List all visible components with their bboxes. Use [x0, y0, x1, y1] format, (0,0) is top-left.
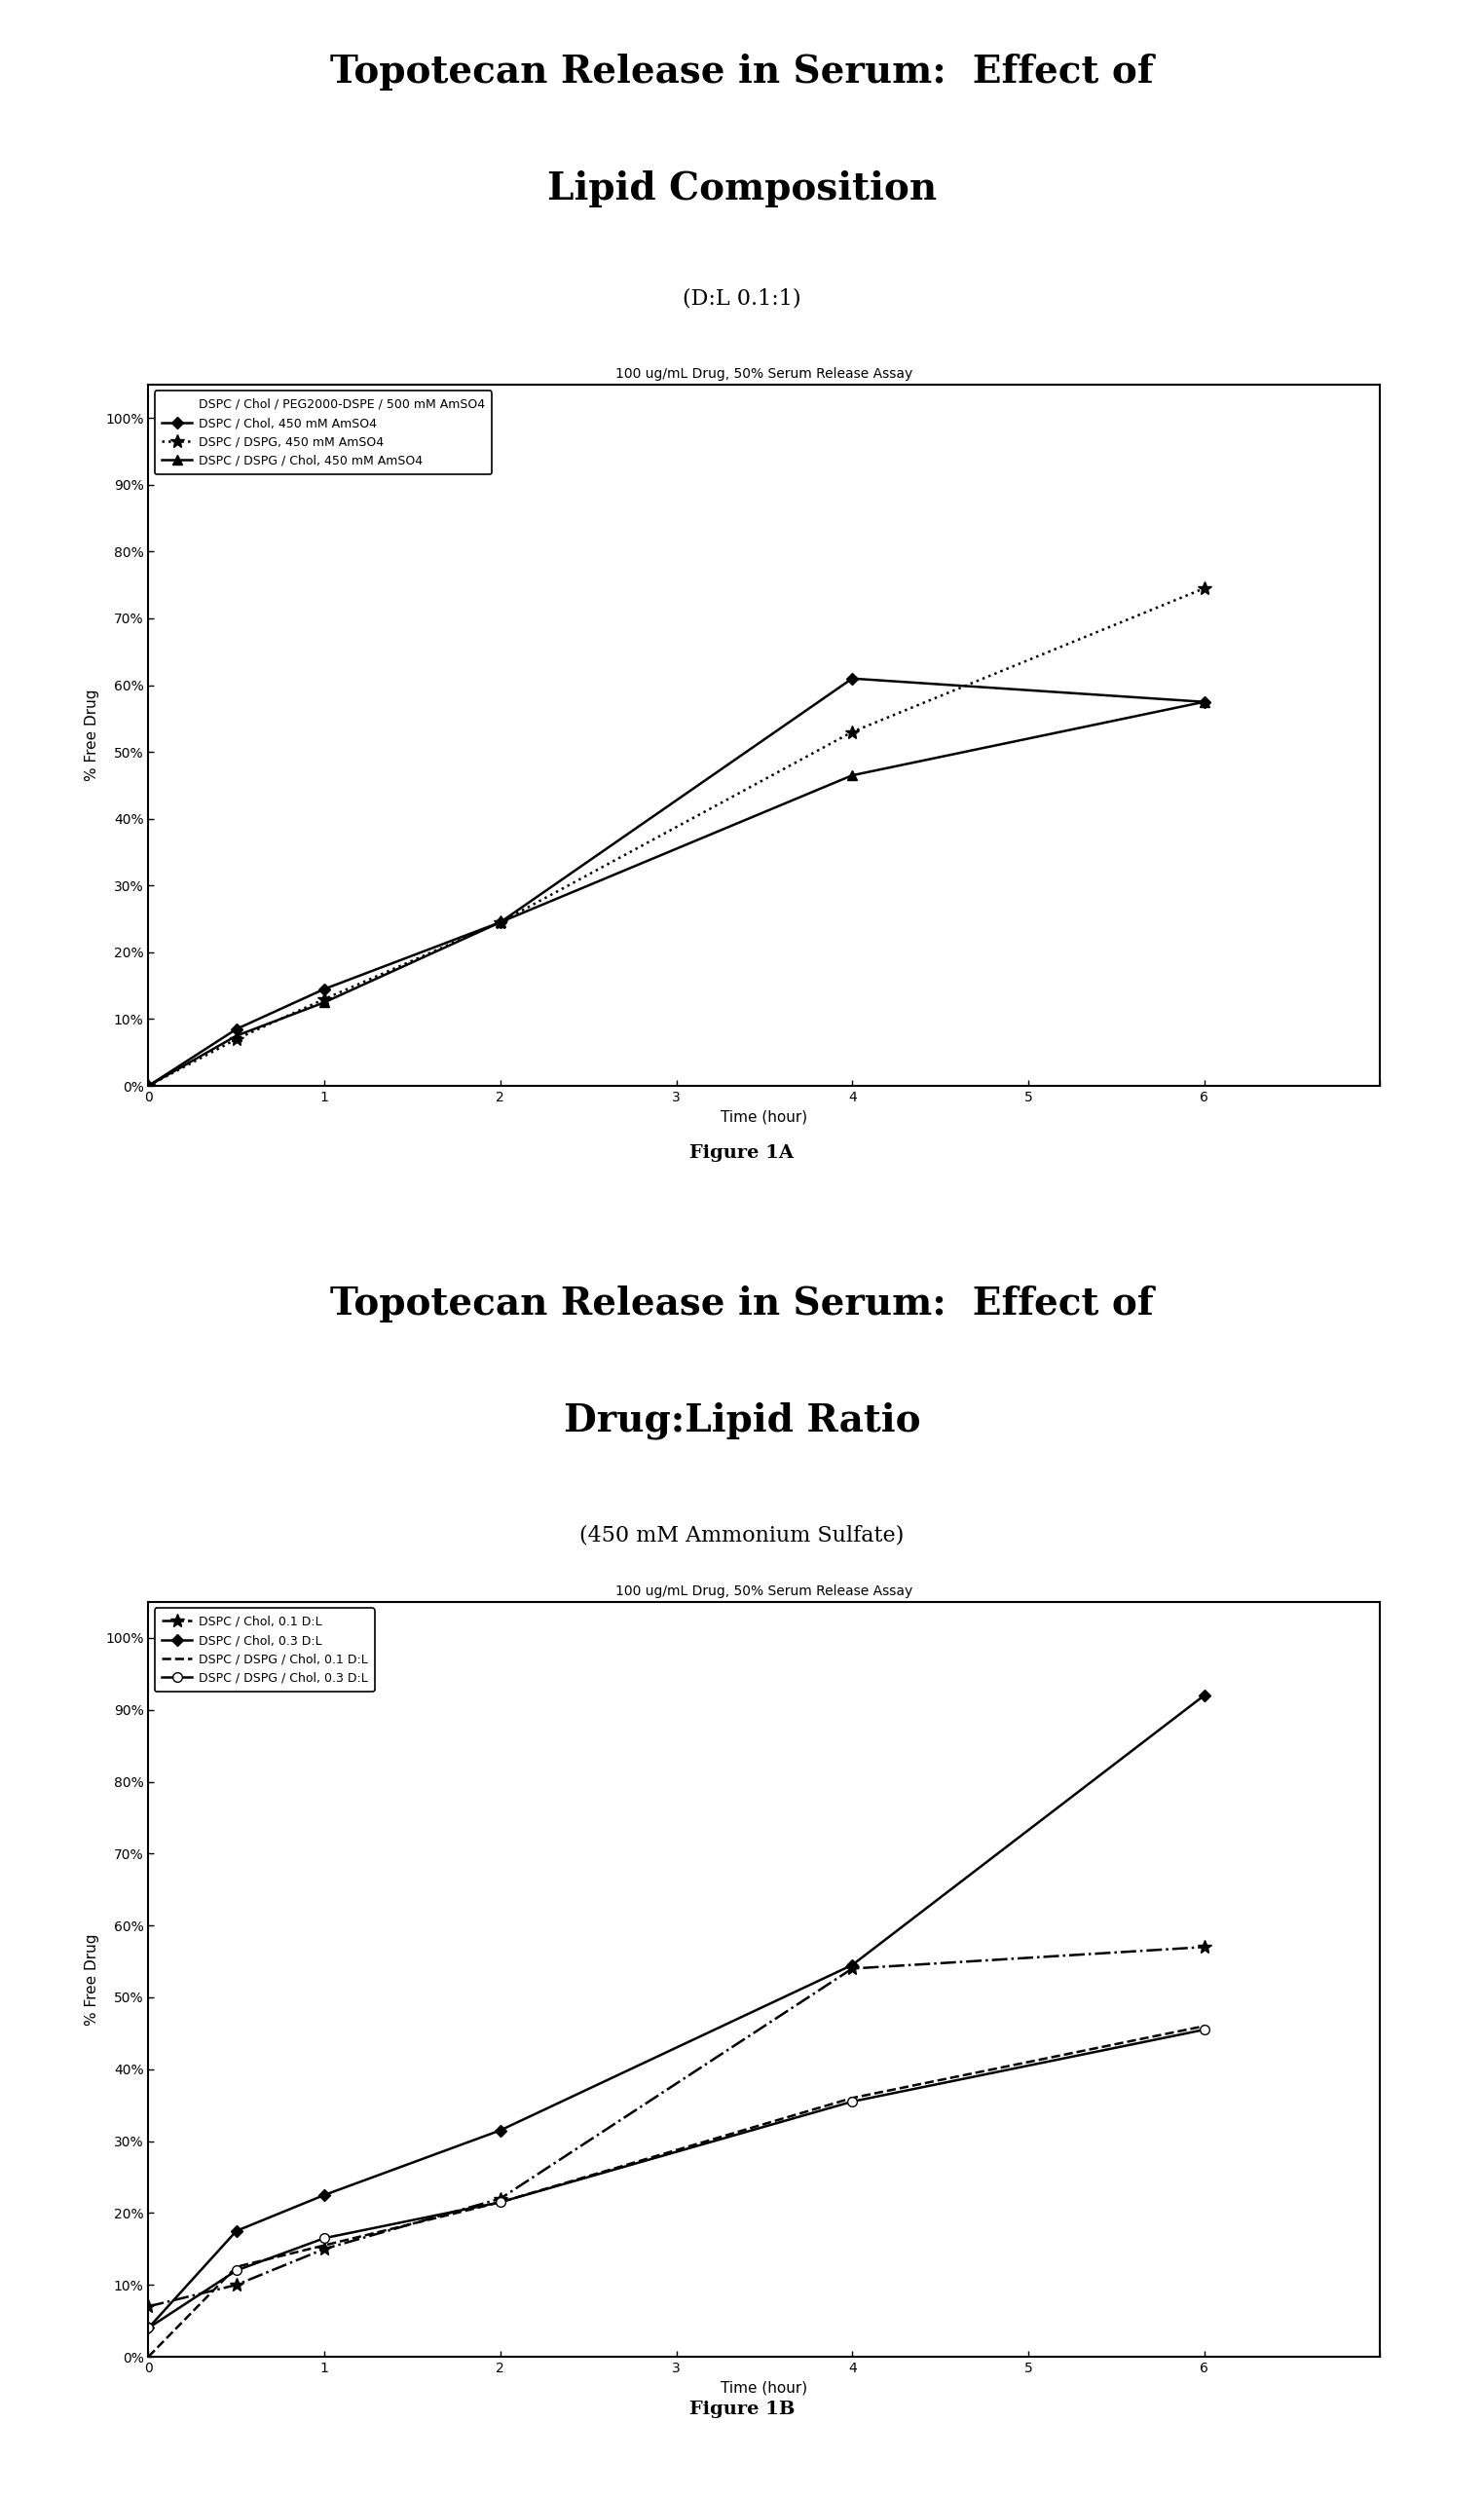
- DSPC / Chol, 0.3 D:L: [316, 2179, 334, 2209]
- DSPC / DSPG / Chol, 450 mM AmSO4: [491, 906, 509, 936]
- DSPC / Chol, 0.3 D:L: [227, 2216, 245, 2246]
- Line: DSPC / Chol, 450 mM AmSO4: DSPC / Chol, 450 mM AmSO4: [144, 674, 1208, 1091]
- Line: DSPC / Chol, 0.1 D:L: DSPC / Chol, 0.1 D:L: [141, 1939, 1211, 2314]
- DSPC / DSPG, 450 mM AmSO4: [491, 906, 509, 936]
- X-axis label: Time (hour): Time (hour): [721, 1111, 807, 1123]
- DSPC / DSPG, 450 mM AmSO4: [1195, 574, 1212, 604]
- DSPC / DSPG / Chol, 0.3 D:L: [491, 2186, 509, 2216]
- DSPC / Chol, 450 mM AmSO4: [316, 973, 334, 1003]
- DSPC / Chol, 450 mM AmSO4: [227, 1013, 245, 1043]
- DSPC / DSPG / Chol, 0.3 D:L: [316, 2224, 334, 2254]
- DSPC / DSPG / Chol, 0.3 D:L: [843, 2087, 861, 2117]
- Text: Lipid Composition: Lipid Composition: [548, 170, 936, 207]
- Y-axis label: % Free Drug: % Free Drug: [85, 1934, 99, 2024]
- DSPC / Chol, 450 mM AmSO4: [1195, 686, 1212, 716]
- Title: 100 ug/mL Drug, 50% Serum Release Assay: 100 ug/mL Drug, 50% Serum Release Assay: [616, 1585, 913, 1597]
- DSPC / Chol, 0.3 D:L: [491, 2114, 509, 2144]
- DSPC / Chol, 0.1 D:L: [491, 2184, 509, 2214]
- DSPC / Chol, 0.1 D:L: [1195, 1932, 1212, 1962]
- Line: DSPC / DSPG / Chol, 0.1 D:L: DSPC / DSPG / Chol, 0.1 D:L: [148, 2027, 1204, 2356]
- Text: (450 mM Ammonium Sulfate): (450 mM Ammonium Sulfate): [580, 1525, 904, 1545]
- Line: DSPC / DSPG, 450 mM AmSO4: DSPC / DSPG, 450 mM AmSO4: [141, 582, 1211, 1093]
- Line: DSPC / DSPG / Chol, 450 mM AmSO4: DSPC / DSPG / Chol, 450 mM AmSO4: [144, 696, 1209, 1091]
- DSPC / Chol, 0.1 D:L: [227, 2269, 245, 2299]
- Y-axis label: % Free Drug: % Free Drug: [85, 689, 99, 781]
- DSPC / DSPG, 450 mM AmSO4: [139, 1071, 157, 1101]
- DSPC / Chol, 0.1 D:L: [139, 2291, 157, 2321]
- DSPC / DSPG / Chol, 0.1 D:L: [139, 2341, 157, 2371]
- Line: DSPC / DSPG / Chol, 0.3 D:L: DSPC / DSPG / Chol, 0.3 D:L: [144, 2024, 1209, 2334]
- X-axis label: Time (hour): Time (hour): [721, 2381, 807, 2396]
- DSPC / DSPG / Chol, 450 mM AmSO4: [139, 1071, 157, 1101]
- DSPC / Chol, 0.3 D:L: [843, 1949, 861, 1979]
- DSPC / DSPG / Chol, 450 mM AmSO4: [316, 988, 334, 1018]
- DSPC / DSPG / Chol, 0.1 D:L: [1195, 2012, 1212, 2042]
- DSPC / Chol, 0.3 D:L: [139, 2314, 157, 2344]
- DSPC / DSPG / Chol, 0.3 D:L: [139, 2314, 157, 2344]
- DSPC / DSPG, 450 mM AmSO4: [227, 1023, 245, 1053]
- DSPC / DSPG / Chol, 0.1 D:L: [491, 2186, 509, 2216]
- DSPC / DSPG, 450 mM AmSO4: [843, 716, 861, 746]
- DSPC / Chol, 450 mM AmSO4: [843, 664, 861, 694]
- DSPC / DSPG / Chol, 0.1 D:L: [316, 2231, 334, 2261]
- DSPC / DSPG, 450 mM AmSO4: [316, 983, 334, 1013]
- DSPC / DSPG / Chol, 0.3 D:L: [1195, 2014, 1212, 2044]
- DSPC / Chol, 0.3 D:L: [1195, 1680, 1212, 1710]
- Line: DSPC / Chol, 0.3 D:L: DSPC / Chol, 0.3 D:L: [144, 1692, 1208, 2331]
- Legend: DSPC / Chol / PEG2000-DSPE / 500 mM AmSO4, DSPC / Chol, 450 mM AmSO4, DSPC / DSP: DSPC / Chol / PEG2000-DSPE / 500 mM AmSO…: [154, 392, 493, 474]
- Title: 100 ug/mL Drug, 50% Serum Release Assay: 100 ug/mL Drug, 50% Serum Release Assay: [616, 367, 913, 382]
- DSPC / DSPG / Chol, 450 mM AmSO4: [843, 761, 861, 791]
- DSPC / Chol, 0.1 D:L: [843, 1954, 861, 1984]
- Text: (D:L 0.1:1): (D:L 0.1:1): [683, 287, 801, 310]
- DSPC / DSPG / Chol, 0.1 D:L: [227, 2251, 245, 2281]
- DSPC / DSPG / Chol, 0.1 D:L: [843, 2084, 861, 2114]
- DSPC / Chol, 0.1 D:L: [316, 2234, 334, 2264]
- DSPC / DSPG / Chol, 450 mM AmSO4: [227, 1021, 245, 1051]
- DSPC / Chol, 450 mM AmSO4: [139, 1071, 157, 1101]
- DSPC / Chol, 450 mM AmSO4: [491, 906, 509, 936]
- Text: Drug:Lipid Ratio: Drug:Lipid Ratio: [564, 1403, 920, 1440]
- DSPC / DSPG / Chol, 0.3 D:L: [227, 2256, 245, 2286]
- DSPC / DSPG / Chol, 450 mM AmSO4: [1195, 686, 1212, 716]
- Text: Figure 1B: Figure 1B: [689, 2401, 795, 2419]
- Text: Topotecan Release in Serum:  Effect of: Topotecan Release in Serum: Effect of: [331, 52, 1153, 90]
- Legend: DSPC / Chol, 0.1 D:L, DSPC / Chol, 0.3 D:L, DSPC / DSPG / Chol, 0.1 D:L, DSPC / : DSPC / Chol, 0.1 D:L, DSPC / Chol, 0.3 D…: [154, 1607, 375, 1692]
- Text: Figure 1A: Figure 1A: [690, 1143, 794, 1161]
- Text: Topotecan Release in Serum:  Effect of: Topotecan Release in Serum: Effect of: [331, 1285, 1153, 1323]
